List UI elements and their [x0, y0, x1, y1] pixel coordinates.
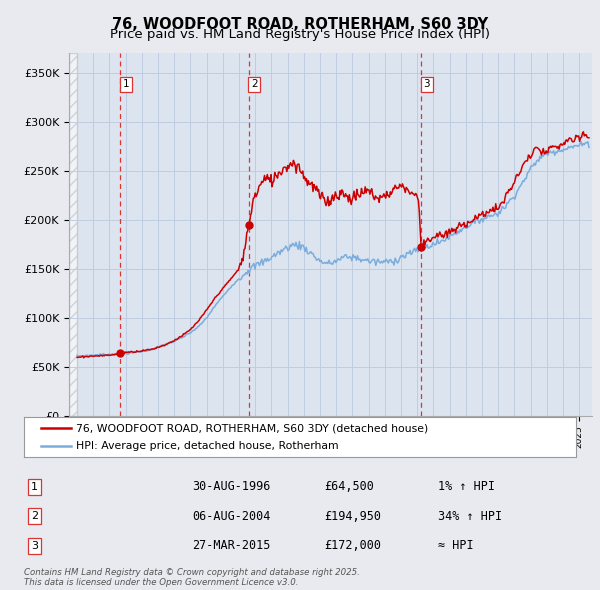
Text: 2: 2	[31, 512, 38, 521]
Text: ≈ HPI: ≈ HPI	[438, 539, 473, 552]
Text: 3: 3	[424, 80, 430, 90]
Text: £64,500: £64,500	[324, 480, 374, 493]
Text: 27-MAR-2015: 27-MAR-2015	[192, 539, 271, 552]
Text: 06-AUG-2004: 06-AUG-2004	[192, 510, 271, 523]
Text: 1% ↑ HPI: 1% ↑ HPI	[438, 480, 495, 493]
Text: 34% ↑ HPI: 34% ↑ HPI	[438, 510, 502, 523]
Text: £172,000: £172,000	[324, 539, 381, 552]
Bar	[69, 53, 77, 416]
Text: £194,950: £194,950	[324, 510, 381, 523]
Text: 76, WOODFOOT ROAD, ROTHERHAM, S60 3DY: 76, WOODFOOT ROAD, ROTHERHAM, S60 3DY	[112, 17, 488, 31]
Text: 3: 3	[31, 541, 38, 550]
Text: 76, WOODFOOT ROAD, ROTHERHAM, S60 3DY (detached house): 76, WOODFOOT ROAD, ROTHERHAM, S60 3DY (d…	[76, 424, 428, 434]
Text: 2: 2	[251, 80, 257, 90]
Text: HPI: Average price, detached house, Rotherham: HPI: Average price, detached house, Roth…	[76, 441, 339, 451]
Text: 1: 1	[122, 80, 130, 90]
Text: 1: 1	[31, 482, 38, 491]
Text: Price paid vs. HM Land Registry's House Price Index (HPI): Price paid vs. HM Land Registry's House …	[110, 28, 490, 41]
Text: 30-AUG-1996: 30-AUG-1996	[192, 480, 271, 493]
Text: Contains HM Land Registry data © Crown copyright and database right 2025.
This d: Contains HM Land Registry data © Crown c…	[24, 568, 360, 587]
